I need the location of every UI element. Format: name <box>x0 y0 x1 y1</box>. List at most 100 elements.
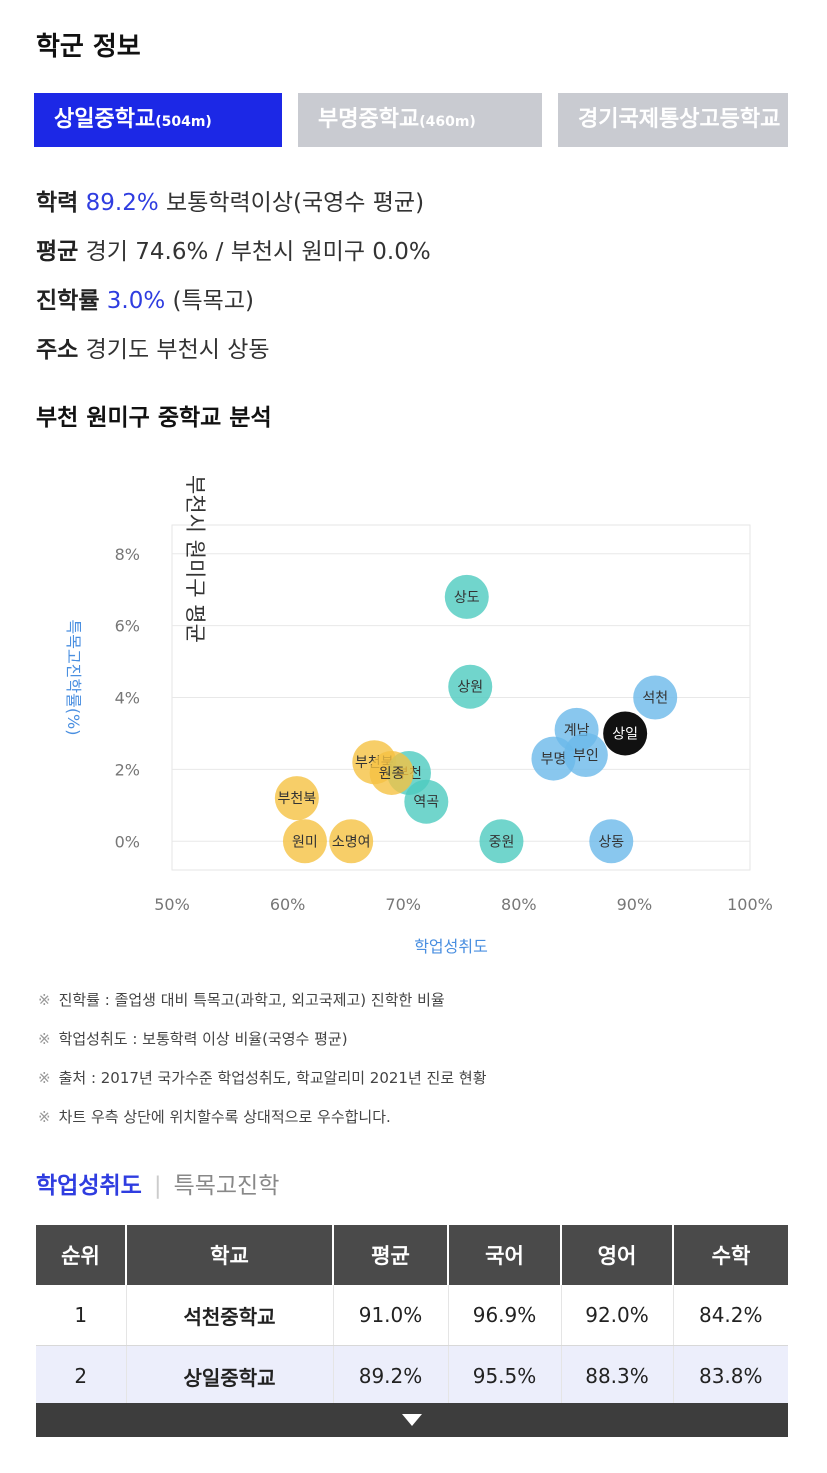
tab-school-sangil[interactable]: 상일중학교(504m) <box>34 93 282 147</box>
y-tick-label: 6% <box>115 617 140 636</box>
tab-school-name: 경기국제통상고등학교 <box>578 107 781 132</box>
note-bullet: ※ <box>38 1108 51 1126</box>
tab-school-name: 부명중학교 <box>318 107 420 132</box>
data-point <box>282 819 327 864</box>
cell-rank: 2 <box>36 1345 127 1407</box>
x-tick-label: 50% <box>154 895 190 914</box>
x-tick-label: 60% <box>270 895 306 914</box>
x-tick-label: 80% <box>501 895 537 914</box>
section-title: 학군 정보 <box>36 32 141 62</box>
cell-korean: 95.5% <box>448 1345 562 1407</box>
data-point <box>444 574 489 619</box>
note-text: 출처 : 2017년 국가수준 학업성취도, 학교알리미 2021년 진로 현황 <box>58 1069 487 1087</box>
header-korean: 국어 <box>448 1225 562 1285</box>
info-label: 주소 <box>36 337 79 363</box>
x-tick-label: 100% <box>727 895 773 914</box>
data-point <box>603 711 648 756</box>
tab-school-name: 상일중학교 <box>54 107 156 132</box>
header-school: 학교 <box>126 1225 334 1285</box>
y-tick-label: 2% <box>115 760 140 779</box>
note-bullet: ※ <box>38 1069 51 1087</box>
subtab-achievement[interactable]: 학업성취도 <box>36 1173 142 1199</box>
chart-notes: ※ 진학률 : 졸업생 대비 특목고(과학고, 외고국제고) 진학한 비율 ※ 학업… <box>38 990 487 1146</box>
data-point <box>369 750 414 795</box>
note-item: ※ 진학률 : 졸업생 대비 특목고(과학고, 외고국제고) 진학한 비율 <box>38 990 487 1029</box>
x-tick-label: 90% <box>617 895 653 914</box>
achievement-value: 89.2% <box>85 190 159 216</box>
note-text: 진학률 : 졸업생 대비 특목고(과학고, 외고국제고) 진학한 비율 <box>58 991 445 1009</box>
data-point-label: 석천 <box>642 691 668 707</box>
info-label: 평균 <box>36 239 79 265</box>
data-point-label: 상일 <box>612 726 638 742</box>
admission-value: 3.0% <box>106 288 166 314</box>
data-point <box>404 779 449 824</box>
x-axis-label: 학업성취도 <box>414 937 488 956</box>
ranking-table: 순위 학교 평균 국어 영어 수학 1 석천중학교 91.0% 96.9% 92… <box>36 1225 788 1407</box>
subtab-special-admission[interactable]: 특목고진학 <box>173 1173 280 1199</box>
table-row: 1 석천중학교 91.0% 96.9% 92.0% 84.2% <box>36 1285 788 1346</box>
tab-school-distance: (460m) <box>419 114 476 130</box>
data-point-label: 원종 <box>379 766 405 782</box>
data-point-label: 부인 <box>573 748 599 764</box>
cell-english: 88.3% <box>561 1345 674 1407</box>
expand-table-button[interactable] <box>36 1403 788 1437</box>
note-text: 학업성취도 : 보통학력 이상 비율(국영수 평균) <box>58 1030 348 1048</box>
ranking-subtabs: 학업성취도 | 특목고진학 <box>36 1166 279 1200</box>
cell-average: 91.0% <box>333 1285 449 1346</box>
data-point-label: 역곡 <box>413 795 439 811</box>
data-point-label: 상도 <box>454 590 480 606</box>
info-admission: 진학률 3.0% (특목고) <box>36 281 254 315</box>
header-rank: 순위 <box>36 1225 127 1285</box>
achievement-suffix: 보통학력이상(국영수 평균) <box>166 190 425 216</box>
data-point <box>329 819 374 864</box>
cell-school: 석천중학교 <box>126 1285 334 1346</box>
data-point <box>274 776 319 821</box>
analysis-title: 부천 원미구 중학교 분석 <box>36 405 272 431</box>
data-point <box>563 733 608 777</box>
subtab-divider: | <box>153 1173 162 1199</box>
info-label: 진학률 <box>36 288 100 314</box>
inset-average-label: 부천시 원미구 평균 <box>183 475 207 643</box>
note-bullet: ※ <box>38 1030 51 1048</box>
school-tabs: 상일중학교(504m) 부명중학교(460m) 경기국제통상고등학교 <box>34 93 788 147</box>
note-item: ※ 학업성취도 : 보통학력 이상 비율(국영수 평균) <box>38 1029 487 1068</box>
data-point-label: 소명여 <box>332 834 371 850</box>
table-header-row: 순위 학교 평균 국어 영어 수학 <box>36 1225 788 1285</box>
y-tick-label: 4% <box>115 689 140 708</box>
info-average: 평균 경기 74.6% / 부천시 원미구 0.0% <box>36 232 431 266</box>
cell-average: 89.2% <box>333 1345 449 1407</box>
data-point-label: 중원 <box>489 834 515 850</box>
data-point <box>633 675 678 720</box>
data-point <box>531 736 576 781</box>
y-tick-label: 0% <box>115 832 140 851</box>
tab-school-distance: (504m) <box>155 114 212 130</box>
x-tick-label: 70% <box>385 895 421 914</box>
note-text: 차트 우측 상단에 위치할수록 상대적으로 우수합니다. <box>58 1108 391 1126</box>
info-address: 주소 경기도 부천시 상동 <box>36 330 270 364</box>
header-math: 수학 <box>673 1225 788 1285</box>
data-point <box>479 819 524 864</box>
info-label: 학력 <box>36 190 79 216</box>
note-item: ※ 출처 : 2017년 국가수준 학업성취도, 학교알리미 2021년 진로 현… <box>38 1068 487 1107</box>
cell-school: 상일중학교 <box>126 1345 334 1407</box>
tab-school-gyeonggi-intl[interactable]: 경기국제통상고등학교 <box>558 93 788 147</box>
header-english: 영어 <box>561 1225 674 1285</box>
header-average: 평균 <box>333 1225 449 1285</box>
cell-math: 83.8% <box>673 1345 788 1407</box>
chevron-down-icon <box>402 1414 422 1426</box>
cell-math: 84.2% <box>673 1285 788 1346</box>
address-text: 경기도 부천시 상동 <box>85 337 270 363</box>
data-point <box>448 664 493 709</box>
y-axis-label: 특목고진학률(%) <box>64 619 83 735</box>
admission-suffix: (특목고) <box>172 288 254 314</box>
note-item: ※ 차트 우측 상단에 위치할수록 상대적으로 우수합니다. <box>38 1107 487 1146</box>
cell-english: 92.0% <box>561 1285 674 1346</box>
y-tick-label: 8% <box>115 545 140 564</box>
note-bullet: ※ <box>38 991 51 1009</box>
tab-school-bumyeong[interactable]: 부명중학교(460m) <box>298 93 542 147</box>
average-text: 경기 74.6% / 부천시 원미구 0.0% <box>85 239 431 265</box>
data-point-label: 상원 <box>457 680 483 696</box>
cell-rank: 1 <box>36 1285 127 1346</box>
cell-korean: 96.9% <box>448 1285 562 1346</box>
